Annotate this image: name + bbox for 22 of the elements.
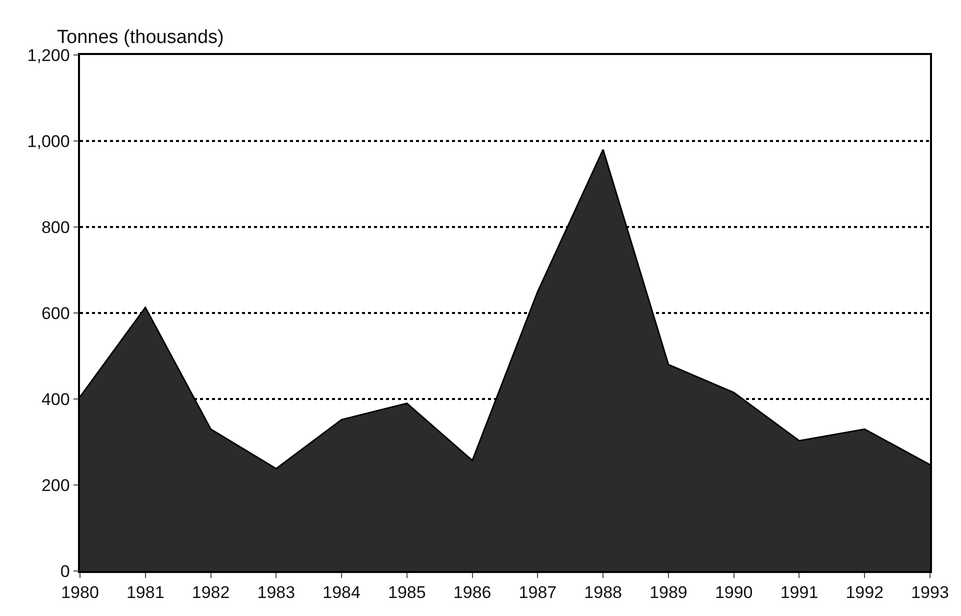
- x-tick-label: 1983: [257, 583, 296, 602]
- x-tick-label: 1982: [192, 583, 230, 602]
- y-tick-label: 200: [41, 476, 70, 495]
- x-tick-label: 1987: [518, 583, 557, 602]
- x-tick-label: 1980: [61, 583, 99, 602]
- y-tick-label: 600: [41, 304, 70, 323]
- x-tick-label: 1986: [453, 583, 492, 602]
- x-tick-label: 1985: [388, 583, 426, 602]
- y-tick-label: 800: [41, 218, 70, 237]
- y-tick-label: 1,200: [27, 46, 70, 65]
- y-axis-title: Tonnes (thousands): [57, 27, 224, 48]
- x-tick-label: 1981: [126, 583, 164, 602]
- y-tick-label: 1,000: [27, 132, 70, 151]
- x-tick-label: 1989: [650, 583, 688, 602]
- y-tick-label: 0: [60, 562, 70, 581]
- y-tick-label: 400: [41, 390, 70, 409]
- x-tick-label: 1993: [911, 583, 949, 602]
- x-tick-label: 1984: [322, 583, 360, 602]
- x-tick-label: 1990: [714, 583, 753, 602]
- x-tick-label: 1988: [584, 583, 622, 602]
- x-tick-label: 1992: [846, 583, 884, 602]
- x-tick-label: 1991: [780, 583, 818, 602]
